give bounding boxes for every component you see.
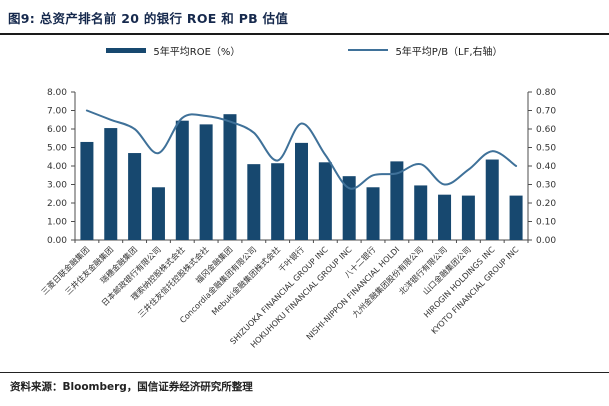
right-axis-tick-label: 0.60 [536,125,556,135]
roe-bar [509,195,523,240]
right-axis-tick-label: 0.80 [536,88,556,98]
roe-bar [390,161,404,240]
roe-bar [199,124,213,240]
roe-bar [128,153,142,240]
legend-roe-label: 5年平均ROE（%） [153,46,241,58]
roe-bar [414,185,428,240]
roe-bar [342,176,356,240]
figure-header: 图9: 总资产排名前 20 的银行 ROE 和 PB 估值 [0,0,609,35]
right-axis-tick-label: 0.20 [536,199,556,209]
legend-pb-label: 5年平均P/B（LF,右轴） [395,46,503,58]
category-label: KYOTO FINANCIAL GROUP INC [430,245,521,336]
chart-canvas: 0.00 1.00 2.00 3.00 4.00 5.00 6.00 7.00 8.00 0.00… [39,88,556,350]
roe-bar [271,163,285,240]
left-axis-tick-label: 3.00 [47,181,67,191]
right-axis-tick-label: 0.10 [536,218,556,228]
roe-bar [485,159,499,240]
right-axis-tick-label: 0.70 [536,107,556,117]
legend-bar-swatch [106,47,147,53]
roe-bar [247,164,261,240]
right-axis-tick-label: 0.50 [536,144,556,154]
pb-line [85,109,518,190]
roe-bar [461,195,475,240]
chart-legend: 5年平均ROE（%） 5年平均P/B（LF,右轴） [0,38,609,62]
figure-footer: 资料来源：Bloomberg，国信证券经济研究所整理 [0,372,609,394]
right-axis-tick-label: 0.30 [536,181,556,191]
roe-bar [80,141,94,240]
legend-line-swatch [348,49,389,51]
left-axis-tick-label: 5.00 [47,144,67,154]
roe-bar [151,187,165,240]
right-axis-tick-label: 0.40 [536,162,556,172]
legend-item-pb: 5年平均P/B（LF,右轴） [348,43,503,58]
left-axis-tick-label: 8.00 [47,88,67,98]
roe-bar [175,120,189,240]
left-axis-tick-label: 6.00 [47,125,67,135]
right-axis-tick-label: 0.00 [536,236,556,246]
left-axis-tick-label: 1.00 [47,218,67,228]
roe-bar [104,128,118,240]
roe-bar [295,142,308,240]
figure-title: 图9: 总资产排名前 20 的银行 ROE 和 PB 估值 [8,11,289,26]
left-axis-tick-label: 7.00 [47,107,67,117]
roe-bar [223,114,237,240]
roe-bar [318,162,332,240]
legend-item-roe: 5年平均ROE（%） [106,43,240,58]
left-axis-tick-label: 0.00 [47,236,67,246]
left-axis-tick-label: 2.00 [47,199,67,209]
left-axis-tick-label: 4.00 [47,162,67,172]
roe-bar [366,187,380,240]
source-note: 资料来源：Bloomberg，国信证券经济研究所整理 [10,381,253,393]
roe-bar [438,194,452,240]
